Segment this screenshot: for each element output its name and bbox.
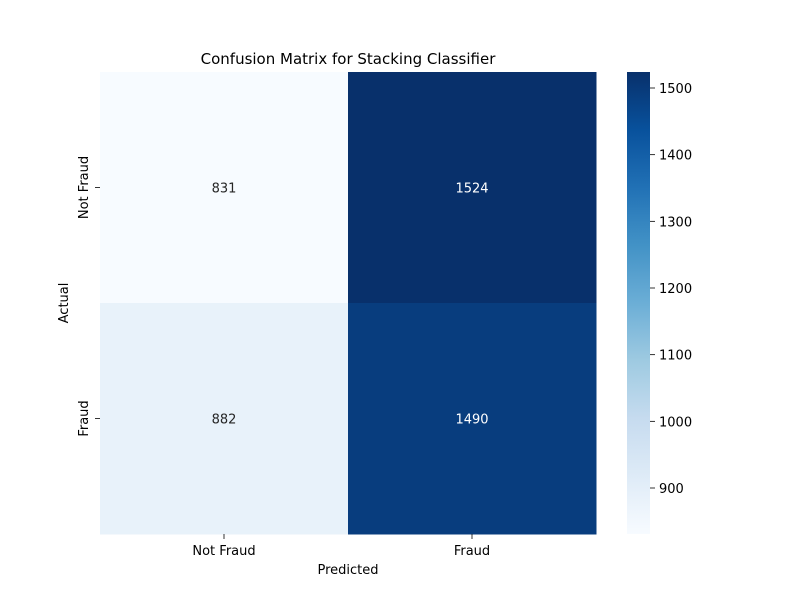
colorbar-ticks: 900 1000 1100 1200 1300 1400 1500 [650, 82, 692, 497]
y-tick-label: Fraud [77, 400, 92, 436]
colorbar [627, 72, 650, 534]
colorbar-tick-label: 1400 [659, 149, 692, 164]
colorbar-tick-label: 1000 [659, 415, 692, 430]
y-axis-ticks: Not Fraud Fraud [77, 156, 100, 437]
cell-value-label: 882 [212, 413, 237, 428]
chart-title: Confusion Matrix for Stacking Classifier [201, 50, 497, 68]
colorbar-tick-label: 1200 [659, 282, 692, 297]
cell-value-label: 831 [212, 182, 237, 197]
x-tick-label: Not Fraud [192, 544, 255, 559]
y-tick-label: Not Fraud [77, 156, 92, 219]
colorbar-tick-label: 900 [659, 482, 684, 497]
heatmap-cell [100, 303, 349, 535]
colorbar-tick-label: 1500 [659, 82, 692, 97]
x-axis-label: Predicted [317, 563, 378, 578]
y-axis-label: Actual [57, 283, 72, 324]
colorbar-tick-label: 1100 [659, 349, 692, 364]
x-axis-ticks: Not Fraud Fraud [192, 534, 490, 559]
cell-value-label: 1524 [455, 182, 488, 197]
heatmap-cells [100, 72, 597, 535]
x-tick-label: Fraud [454, 544, 490, 559]
heatmap-cell [100, 72, 349, 304]
cell-value-label: 1490 [455, 413, 488, 428]
colorbar-tick-label: 1300 [659, 215, 692, 230]
heatmap-cell-labels: 831 1524 882 1490 [212, 182, 489, 428]
heatmap-cell [348, 303, 597, 535]
heatmap-cell [348, 72, 597, 304]
